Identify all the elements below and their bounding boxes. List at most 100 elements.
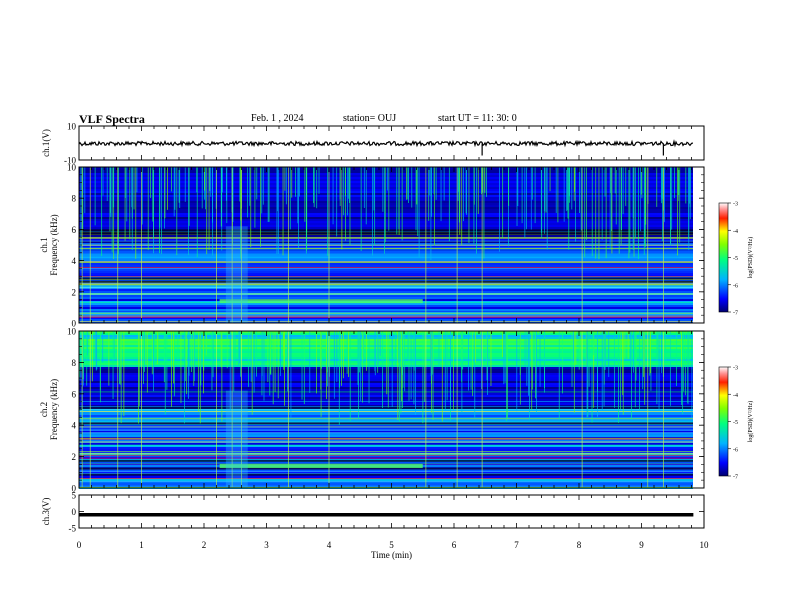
ch2-y-tick-label: 8 xyxy=(72,358,77,368)
spectrogram-row xyxy=(79,415,693,417)
spectrogram-row xyxy=(79,183,693,185)
colorbar-tick-label: -5 xyxy=(733,420,738,426)
ch2-y-tick-label: 0 xyxy=(72,484,77,494)
ch1-y-tick-label: 8 xyxy=(72,194,77,204)
colorbar-tick-label: -6 xyxy=(733,447,738,453)
spectrogram-row xyxy=(79,449,693,451)
spectrogram-row xyxy=(79,485,693,487)
spectrogram-row xyxy=(79,181,693,183)
spectrogram-row xyxy=(79,397,693,399)
dark-band xyxy=(79,422,693,425)
spectrogram-row xyxy=(79,297,693,299)
colorbar-tick-label: -4 xyxy=(733,229,738,235)
ch2-colorbar xyxy=(718,366,729,477)
ch1-y-tick-label: 2 xyxy=(72,287,77,297)
station-label: station= OUJ xyxy=(343,113,397,124)
plot-title: VLF Spectra xyxy=(79,112,145,126)
spectrogram-row xyxy=(79,265,693,267)
spectrogram-row xyxy=(79,211,693,213)
spectrogram-row xyxy=(79,365,693,367)
ch2-y-tick-label: 2 xyxy=(72,452,77,462)
spectrogram-row xyxy=(79,477,693,479)
spectrogram-row xyxy=(79,171,693,173)
spectrogram-row xyxy=(79,403,693,405)
spectrogram-row xyxy=(79,357,693,359)
spectrogram-row xyxy=(79,419,693,421)
spectrogram-row xyxy=(79,199,693,201)
spectrogram-row xyxy=(79,217,693,219)
spectrogram-row xyxy=(79,425,693,427)
spectrogram-row xyxy=(79,285,693,287)
spectrogram-row xyxy=(79,337,693,339)
spectrogram-row xyxy=(79,295,693,297)
spectrogram-row xyxy=(79,311,693,313)
date-label: Feb. 1 , 2024 xyxy=(251,113,304,124)
spectrogram-row xyxy=(79,219,693,221)
spectrogram-row xyxy=(79,411,693,413)
ch1-ylabel-frequency: Frequency (kHz) xyxy=(49,214,59,275)
spectrogram-row xyxy=(79,223,693,225)
ch3-y-tick-label: -5 xyxy=(69,524,77,534)
ch1-y-tick-label: 0 xyxy=(72,319,77,329)
spectrogram-row xyxy=(79,225,693,227)
ch2-ylabel-frequency: Frequency (kHz) xyxy=(49,379,59,440)
spectrogram-row xyxy=(79,257,693,259)
ch1-y-tick-label: 10 xyxy=(67,122,77,132)
spectrogram-row xyxy=(79,349,693,351)
spectrogram-row xyxy=(79,209,693,211)
spectrogram-row xyxy=(79,207,693,209)
spectrogram-row xyxy=(79,267,693,269)
colorbar-tick-label: -7 xyxy=(733,311,738,317)
dark-band xyxy=(79,277,693,280)
x-tick-label: 1 xyxy=(139,540,144,550)
spectrogram-row xyxy=(79,335,693,337)
spectrogram-row xyxy=(79,279,693,281)
spectrogram-row xyxy=(79,351,693,353)
spectrogram-row xyxy=(79,439,693,441)
spectrogram-row xyxy=(79,399,693,401)
spectrogram-row xyxy=(79,213,693,215)
spectrogram-row xyxy=(79,383,693,385)
spectrogram-row xyxy=(79,443,693,445)
spectrogram-row xyxy=(79,259,693,261)
x-tick-label: 8 xyxy=(577,540,582,550)
dark-band xyxy=(79,473,693,476)
spectrogram-row xyxy=(79,205,693,207)
spectrogram-row xyxy=(79,355,693,357)
spectrogram-row xyxy=(79,375,693,377)
colorbar-tick-label: -4 xyxy=(733,393,738,399)
ch1-spectrogram xyxy=(79,167,693,323)
spectrogram-row xyxy=(79,313,693,315)
spectrogram-row xyxy=(79,373,693,375)
spectrogram-row xyxy=(79,405,693,407)
ch2-y-tick-label: 10 xyxy=(67,327,77,337)
ch2-y-tick-label: 6 xyxy=(72,389,77,399)
spectrogram-row xyxy=(79,303,693,305)
dark-band xyxy=(79,280,693,283)
dark-band xyxy=(79,231,693,234)
noise-patch xyxy=(225,390,248,488)
spectrogram-row xyxy=(79,359,693,361)
spectrogram-row xyxy=(79,255,693,257)
spectrogram-row xyxy=(79,471,693,473)
spectrogram-row xyxy=(79,377,693,379)
spectrogram-row xyxy=(79,175,693,177)
spectrogram-row xyxy=(79,447,693,449)
spectrogram-row xyxy=(79,245,693,247)
spectrogram-row xyxy=(79,197,693,199)
spectrogram-row xyxy=(79,347,693,349)
spectrogram-row xyxy=(79,241,693,243)
ch3-y-tick-label: 5 xyxy=(72,491,77,501)
spectrogram-row xyxy=(79,475,693,477)
ch2-colorbar-label: log(PSD)(V²/Hz) xyxy=(747,401,754,442)
spectrogram-row xyxy=(79,483,693,485)
spectrogram-row xyxy=(79,193,693,195)
spectrogram-row xyxy=(79,317,693,319)
spectrogram-row xyxy=(79,401,693,403)
spectrogram-row xyxy=(79,339,693,341)
spectrogram-row xyxy=(79,169,693,171)
spectrogram-row xyxy=(79,363,693,365)
spectrogram-row xyxy=(79,387,693,389)
spectrogram-row xyxy=(79,421,693,423)
colorbar-tick-label: -5 xyxy=(733,256,738,262)
